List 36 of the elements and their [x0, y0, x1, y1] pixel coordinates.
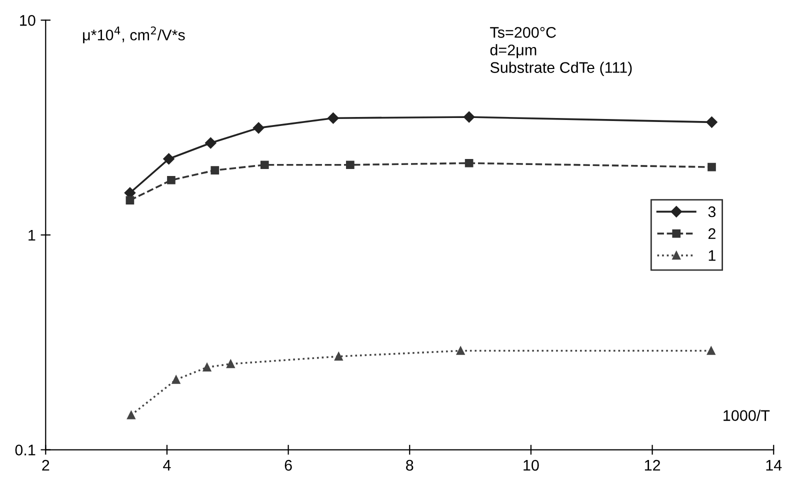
point [172, 375, 180, 384]
x-axis-title: 1000/T [724, 410, 770, 421]
x-tick-label: 2 [42, 460, 50, 471]
point [210, 166, 220, 174]
point [706, 346, 716, 355]
y-tick-label: 10 [20, 15, 36, 26]
point [463, 111, 475, 123]
point [167, 176, 176, 184]
x-tick-label: 6 [284, 460, 292, 471]
y-tick-label: 1 [28, 230, 36, 240]
point [334, 352, 343, 361]
point [328, 112, 339, 124]
legend-label: 2 [708, 228, 716, 239]
y-tick-label: 0.1 [15, 444, 36, 456]
x-tick-label: 12 [644, 460, 660, 471]
point [252, 122, 264, 134]
point [205, 137, 216, 149]
point [464, 158, 474, 168]
legend-label: 1 [708, 250, 716, 261]
y-axis-title: μ*10$^{4}$, cm$^{2}$/V*s [83, 26, 185, 44]
x-tick-label: 8 [406, 460, 414, 471]
x-tick-label: 10 [524, 460, 539, 471]
point [202, 363, 212, 372]
point [226, 360, 235, 368]
x-tick-label: 4 [163, 460, 171, 471]
point [126, 196, 134, 204]
point [706, 116, 718, 128]
point [708, 162, 716, 172]
point [127, 410, 136, 420]
x-tick-label: 14 [766, 460, 782, 471]
point [260, 160, 269, 170]
point [456, 346, 465, 355]
point [346, 160, 354, 170]
annotation: Ts=200°C d=2μm Substrate CdTe (111) [490, 27, 632, 76]
legend-label: 3 [708, 206, 716, 218]
point [163, 153, 174, 165]
